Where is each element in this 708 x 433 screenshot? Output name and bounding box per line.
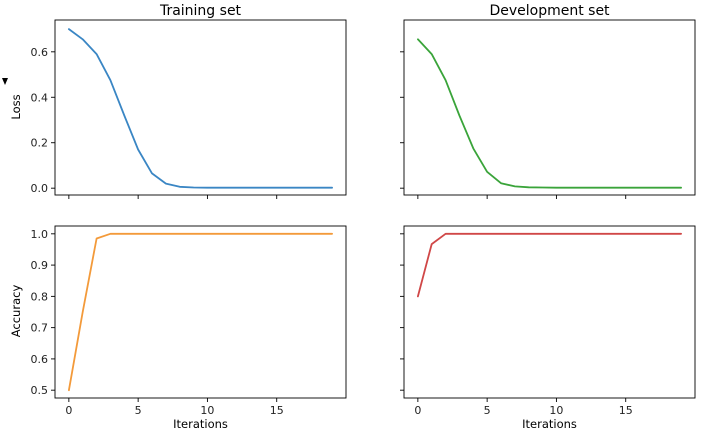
axes-frame [403,225,696,399]
y-tick-label: 0.4 [31,91,49,104]
axes-frame [54,19,347,196]
panel-title: Training set [159,3,242,19]
series-line-development-accuracy [416,232,682,298]
axes-frame [403,19,696,196]
x-tick-label: 10 [200,404,214,417]
panel-training-loss: Training set Loss 0.0 0.2 0.4 0.6 [9,3,347,199]
tick-group: 0.0 0.2 0.4 0.6 [31,46,278,199]
y-tick-label: 0.8 [31,290,49,303]
x-axis-label: Iterations [522,417,577,431]
x-tick-label: 0 [65,404,72,417]
mouse-cursor-icon [2,78,8,85]
x-tick-label: 10 [549,404,563,417]
x-tick-label: 5 [484,404,491,417]
x-tick-label: 15 [619,404,633,417]
y-tick-label: 0.2 [31,137,49,150]
panel-title: Development set [489,3,610,19]
y-tick-label: 0.5 [31,384,49,397]
y-tick-label: 0.9 [31,259,49,272]
y-tick-label: 1.0 [31,228,49,241]
y-tick-label: 0.7 [31,322,49,335]
panel-training-accuracy: Accuracy Iterations 0 5 10 15 0.5 0.6 0.7 0.8 0.… [9,225,347,431]
y-tick-label: 0.0 [31,182,49,195]
x-tick-label: 0 [414,404,421,417]
x-axis-label: Iterations [173,417,228,431]
x-tick-label: 5 [135,404,142,417]
panel-development-accuracy: Iterations 0 5 10 15 [400,225,696,431]
y-axis-label: Accuracy [9,285,23,338]
y-tick-label: 0.6 [31,353,49,366]
axes-frame [54,225,347,399]
tick-group: 0 5 10 15 0.5 0.6 0.7 0.8 0.9 1.0 [31,228,284,417]
series-line-training-loss [68,28,334,189]
tick-group [400,51,627,199]
tick-group: 0 5 10 15 [400,233,633,417]
y-tick-label: 0.6 [31,46,49,59]
y-axis-label: Loss [9,94,23,119]
series-line-development-loss [416,38,682,189]
series-line-training-accuracy [68,232,334,392]
x-tick-label: 15 [270,404,284,417]
panel-development-loss: Development set [400,3,696,199]
